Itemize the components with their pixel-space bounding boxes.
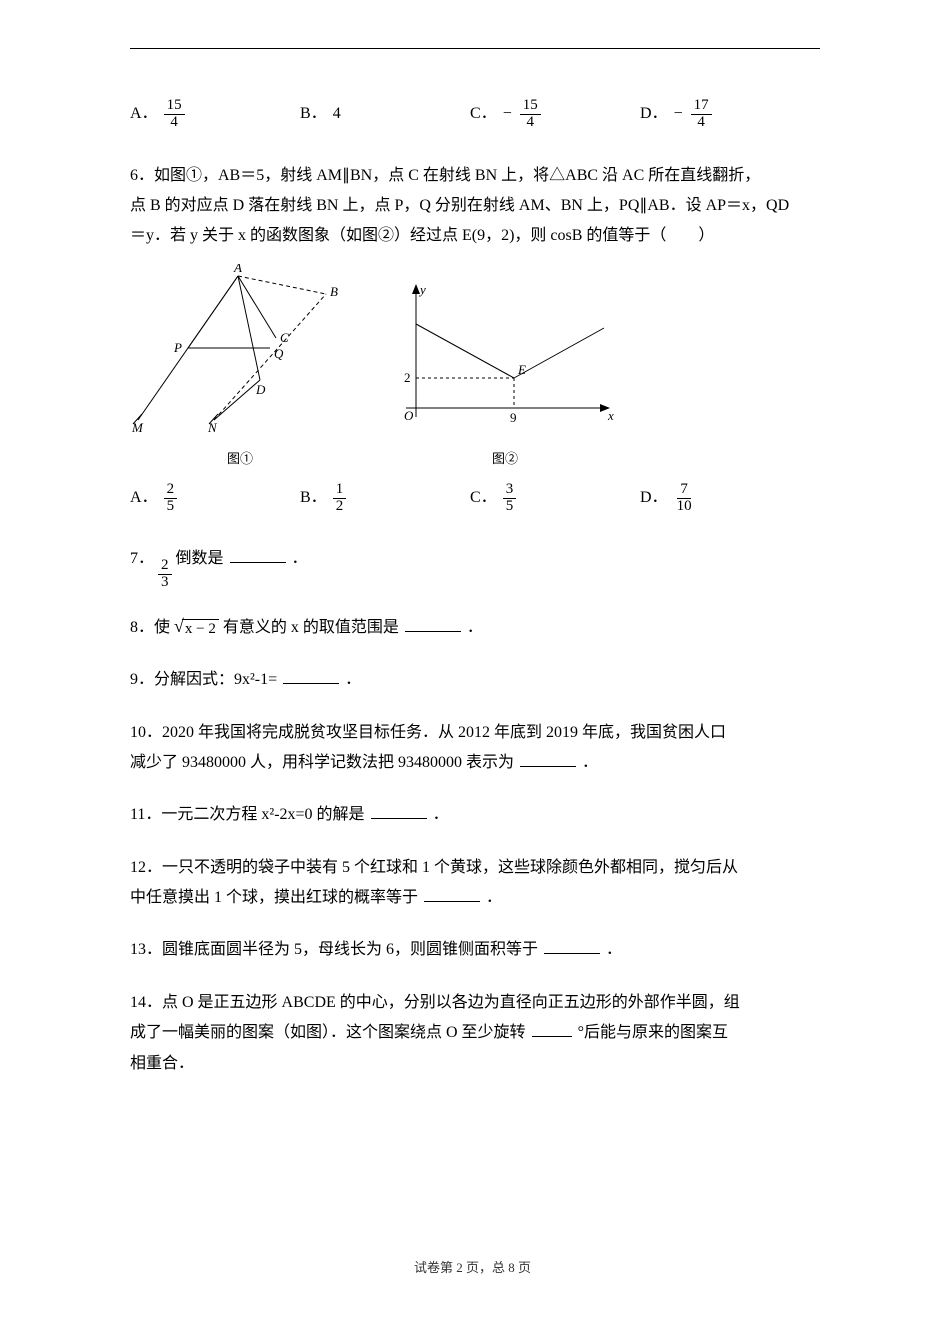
- figure-1: A B C D P Q M N 图①: [130, 264, 350, 472]
- answer-blank: [544, 938, 600, 954]
- header-rule: [130, 48, 820, 49]
- q12-line1: 12．一只不透明的袋子中装有 5 个红球和 1 个黄球，这些球除颜色外都相同，搅…: [130, 853, 815, 883]
- period: ．: [582, 754, 598, 771]
- page-footer: 试卷第 2 页，总 8 页: [0, 1256, 945, 1281]
- q11-text: 11．一元二次方程 x²-2x=0 的解是: [130, 806, 365, 823]
- period: ．: [486, 889, 502, 906]
- q14-line2: 成了一幅美丽的图案（如图）．这个图案绕点 O 至少旋转 °后能与原来的图案互: [130, 1018, 815, 1048]
- question-10: 10．2020 年我国将完成脱贫攻坚目标任务．从 2012 年底到 2019 年…: [130, 718, 815, 779]
- svg-text:D: D: [255, 382, 266, 397]
- q6-line2: 点 B 的对应点 D 落在射线 BN 上，点 P，Q 分别在射线 AM、BN 上…: [130, 191, 815, 221]
- q5-opt-d: D． − 17 4: [640, 98, 810, 131]
- svg-text:M: M: [131, 420, 144, 432]
- radicand: x − 2: [182, 619, 219, 638]
- q10-l2-text: 减少了 93480000 人，用科学记数法把 93480000 表示为: [130, 754, 514, 771]
- q7-pre: 7．: [130, 550, 154, 567]
- fraction: 15 4: [164, 98, 185, 131]
- fig1-caption: 图①: [130, 447, 350, 472]
- period: ．: [606, 941, 622, 958]
- q6-opt-b: B． 1 2: [300, 482, 470, 515]
- fraction: 7 10: [674, 482, 695, 515]
- q6-opt-a: A． 2 5: [130, 482, 300, 515]
- q10-line1: 10．2020 年我国将完成脱贫攻坚目标任务．从 2012 年底到 2019 年…: [130, 718, 815, 748]
- q8-pre: 8．使: [130, 619, 170, 636]
- q14-l2-text: 成了一幅美丽的图案（如图）．这个图案绕点 O 至少旋转: [130, 1024, 526, 1041]
- svg-text:E: E: [517, 362, 526, 377]
- fraction: 15 4: [520, 98, 541, 131]
- answer-blank: [230, 547, 286, 563]
- opt-label: C．: [470, 99, 497, 129]
- opt-label: A．: [130, 483, 158, 513]
- fraction: 1 2: [333, 482, 347, 515]
- q10-line2: 减少了 93480000 人，用科学记数法把 93480000 表示为 ．: [130, 748, 815, 778]
- q6-opt-d: D． 7 10: [640, 482, 810, 515]
- q5-options: A． 15 4 B． 4 C． − 15 4 D． − 17 4: [130, 98, 815, 131]
- fraction: 17 4: [691, 98, 712, 131]
- svg-text:C: C: [280, 330, 289, 345]
- fig2-caption: 图②: [390, 447, 620, 472]
- svg-text:9: 9: [510, 410, 517, 425]
- answer-blank: [371, 803, 427, 819]
- period: ．: [292, 550, 308, 567]
- question-6: 6．如图①，AB＝5，射线 AM∥BN，点 C 在射线 BN 上，将△ABC 沿…: [130, 161, 815, 515]
- q6-line1: 6．如图①，AB＝5，射线 AM∥BN，点 C 在射线 BN 上，将△ABC 沿…: [130, 161, 815, 191]
- q12-l2-text: 中任意摸出 1 个球，摸出红球的概率等于: [130, 889, 418, 906]
- neg-sign: −: [503, 99, 512, 129]
- fraction: 2 5: [164, 482, 178, 515]
- question-11: 11．一元二次方程 x²-2x=0 的解是 ．: [130, 800, 815, 830]
- question-14: 14．点 O 是正五边形 ABCDE 的中心，分别以各边为直径向正五边形的外部作…: [130, 988, 815, 1079]
- svg-text:A: A: [233, 264, 242, 275]
- period: ．: [467, 619, 483, 636]
- q5-opt-c: C． − 15 4: [470, 98, 640, 131]
- q6-line3: ＝y．若 y 关于 x 的函数图象（如图②）经过点 E(9，2)，则 cosB …: [130, 221, 815, 251]
- figure-2: y x O E 2 9 图②: [390, 282, 620, 472]
- q6-figures: A B C D P Q M N 图①: [130, 264, 815, 472]
- q14-line1: 14．点 O 是正五边形 ABCDE 的中心，分别以各边为直径向正五边形的外部作…: [130, 988, 815, 1018]
- opt-label: A．: [130, 99, 158, 129]
- svg-text:B: B: [330, 284, 338, 299]
- question-12: 12．一只不透明的袋子中装有 5 个红球和 1 个黄球，这些球除颜色外都相同，搅…: [130, 853, 815, 914]
- question-9: 9．分解因式：9x²-1= ．: [130, 665, 815, 695]
- svg-text:O: O: [404, 408, 414, 423]
- q8-mid: 有意义的 x 的取值范围是: [223, 619, 399, 636]
- answer-blank: [532, 1021, 572, 1037]
- opt-value: 4: [333, 99, 341, 129]
- q12-line2: 中任意摸出 1 个球，摸出红球的概率等于 ．: [130, 883, 815, 913]
- opt-label: C．: [470, 483, 497, 513]
- q13-text: 13．圆锥底面圆半径为 5，母线长为 6，则圆锥侧面积等于: [130, 941, 538, 958]
- svg-text:P: P: [173, 340, 182, 355]
- question-7: 7． 2 3 倒数是 ．: [130, 544, 815, 591]
- question-13: 13．圆锥底面圆半径为 5，母线长为 6，则圆锥侧面积等于 ．: [130, 935, 815, 965]
- svg-text:y: y: [418, 282, 426, 297]
- svg-text:Q: Q: [274, 346, 284, 361]
- q9-text: 9．分解因式：9x²-1=: [130, 671, 277, 688]
- q5-opt-b: B． 4: [300, 98, 470, 131]
- geometry-diagram: A B C D P Q M N: [130, 264, 350, 432]
- question-8: 8．使 √ x − 2 有意义的 x 的取值范围是 ．: [130, 613, 815, 643]
- svg-text:N: N: [207, 420, 218, 432]
- function-graph: y x O E 2 9: [390, 282, 620, 432]
- svg-text:x: x: [607, 408, 614, 423]
- q6-opt-c: C． 3 5: [470, 482, 640, 515]
- period: ．: [345, 671, 361, 688]
- q14-line3: 相重合．: [130, 1049, 815, 1079]
- opt-label: D．: [640, 483, 668, 513]
- answer-blank: [405, 616, 461, 632]
- answer-blank: [283, 668, 339, 684]
- answer-blank: [424, 886, 480, 902]
- fraction: 2 3: [158, 558, 172, 591]
- fraction: 3 5: [503, 482, 517, 515]
- neg-sign: −: [674, 99, 683, 129]
- opt-label: B．: [300, 483, 327, 513]
- sqrt-expr: √ x − 2: [174, 617, 219, 638]
- svg-text:2: 2: [404, 370, 411, 385]
- opt-label: D．: [640, 99, 668, 129]
- q6-options: A． 2 5 B． 1 2 C． 3 5 D． 7 10: [130, 482, 815, 515]
- answer-blank: [520, 751, 576, 767]
- q14-l3-text: °后能与原来的图案互: [578, 1024, 728, 1041]
- q7-post: 倒数是: [176, 550, 224, 567]
- opt-label: B．: [300, 99, 327, 129]
- q5-opt-a: A． 15 4: [130, 98, 300, 131]
- period: ．: [433, 806, 449, 823]
